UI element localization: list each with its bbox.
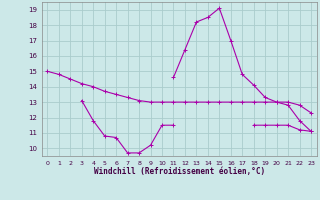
X-axis label: Windchill (Refroidissement éolien,°C): Windchill (Refroidissement éolien,°C) bbox=[94, 167, 265, 176]
